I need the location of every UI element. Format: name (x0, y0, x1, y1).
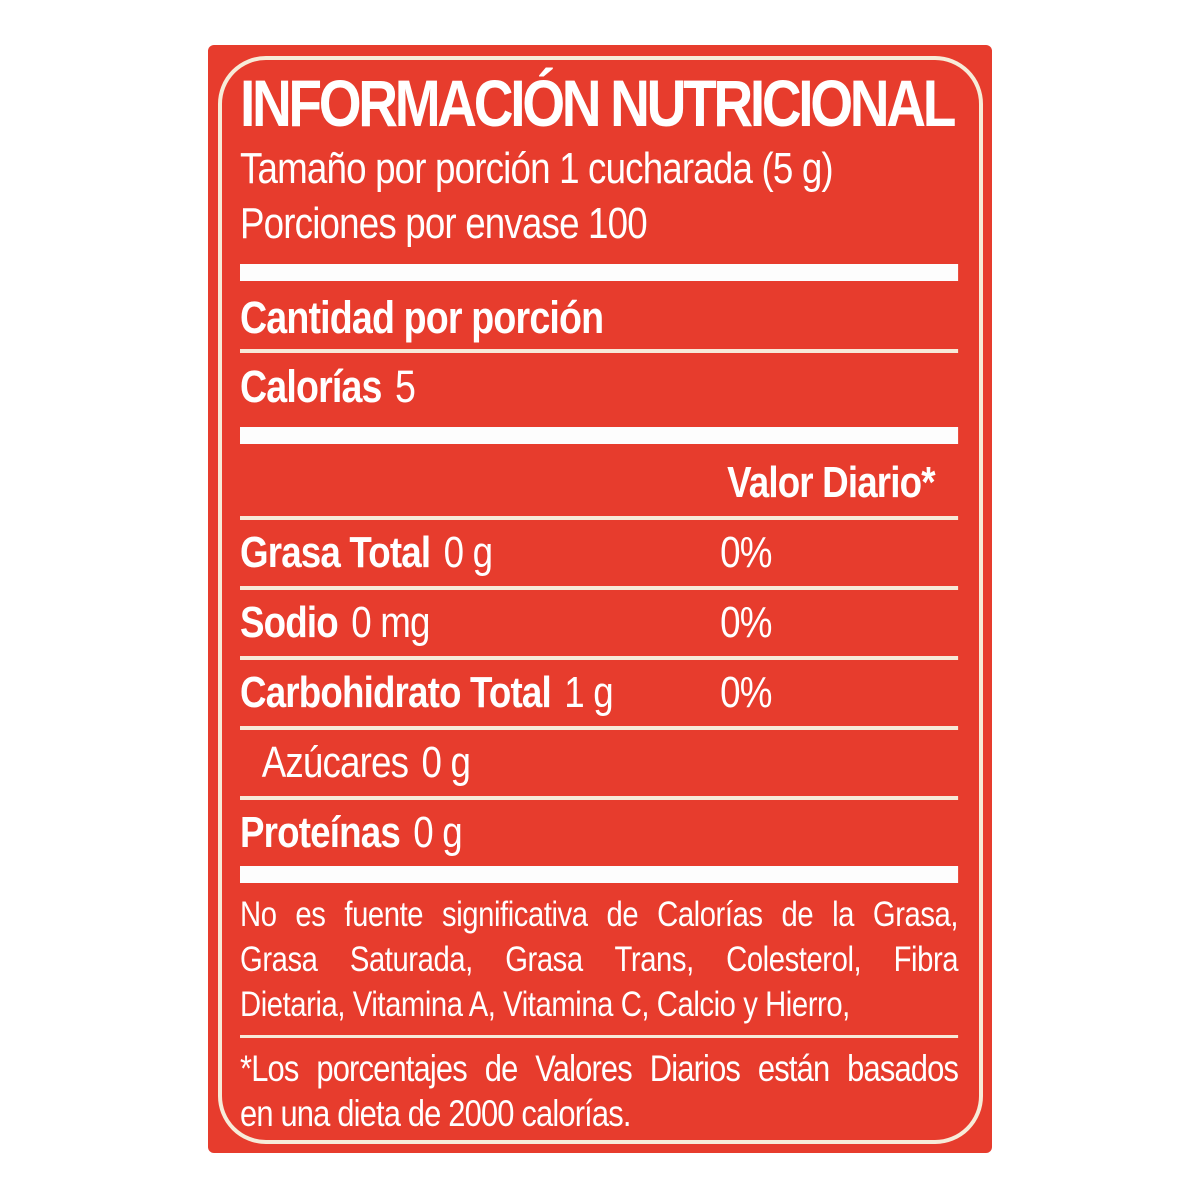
calories-value: 5 (394, 361, 416, 412)
calories-label: Calorías (240, 361, 382, 412)
nutrient-amount: 1 g (564, 668, 613, 717)
nutrient-amount: 0 g (421, 738, 471, 787)
nutrient-amount: 0 mg (351, 598, 430, 647)
note-line: Grasa Saturada, Grasa Trans, Colesterol,… (240, 940, 959, 979)
amount-per-serving-heading: Cantidad por porción (240, 292, 604, 343)
daily-value-footnote: *Los porcentajes de Valores Diarios está… (240, 1046, 959, 1136)
footnote-line: en una dieta de 2000 calorías. (240, 1093, 631, 1134)
thick-divider-bottom (240, 866, 959, 883)
nutrient-daily-value: 0% (720, 528, 772, 577)
thick-divider-middle (240, 427, 959, 444)
thin-rule (240, 1035, 959, 1038)
nutrient-amount: 0 g (443, 528, 493, 577)
note-line: Dietaria, Vitamina A, Vitamina C, Calcio… (240, 985, 850, 1024)
nutrient-row-carbohidrato-total: Carbohidrato Total 1 g 0% (240, 660, 958, 726)
thin-rule (240, 349, 959, 353)
nutrient-row-sodio: Sodio 0 mg 0% (240, 590, 958, 656)
calories-row: Calorías 5 (240, 362, 958, 412)
nutrient-name: Sodio (240, 598, 339, 647)
nutrient-name: Carbohidrato Total (240, 668, 552, 717)
nutrient-row-grasa-total: Grasa Total 0 g 0% (240, 520, 958, 586)
nutrient-daily-value: 0% (720, 668, 772, 717)
nutrient-name: Proteínas (240, 808, 401, 857)
thin-rule (240, 516, 959, 520)
thin-rule (240, 656, 959, 660)
not-significant-note: No es fuente significativa de Calorías d… (240, 892, 959, 1027)
thin-rule (240, 726, 959, 730)
servings-per-container-text: Porciones por envase 100 (240, 199, 648, 248)
nutrient-row-azucares: Azúcares 0 g (240, 730, 958, 796)
thin-rule (240, 796, 959, 800)
note-line: No es fuente significativa de Calorías d… (240, 895, 959, 934)
nutrient-amount: 0 g (413, 808, 462, 857)
nutrient-daily-value: 0% (720, 598, 772, 647)
thick-divider-top (240, 264, 959, 281)
daily-value-header: Valor Diario* (727, 458, 935, 507)
footnote-line: *Los porcentajes de Valores Diarios está… (240, 1048, 959, 1089)
label-title: INFORMACIÓN NUTRICIONAL (240, 66, 956, 140)
thin-rule (240, 586, 959, 590)
nutrient-name: Grasa Total (240, 528, 431, 577)
nutrition-facts-label: INFORMACIÓN NUTRICIONAL Tamaño por porci… (208, 45, 992, 1153)
serving-size-text: Tamaño por porción 1 cucharada (5 g) (240, 144, 834, 193)
label-content: INFORMACIÓN NUTRICIONAL Tamaño por porci… (240, 66, 959, 1136)
nutrient-row-proteinas: Proteínas 0 g (240, 800, 958, 866)
nutrient-name: Azúcares (261, 738, 409, 787)
